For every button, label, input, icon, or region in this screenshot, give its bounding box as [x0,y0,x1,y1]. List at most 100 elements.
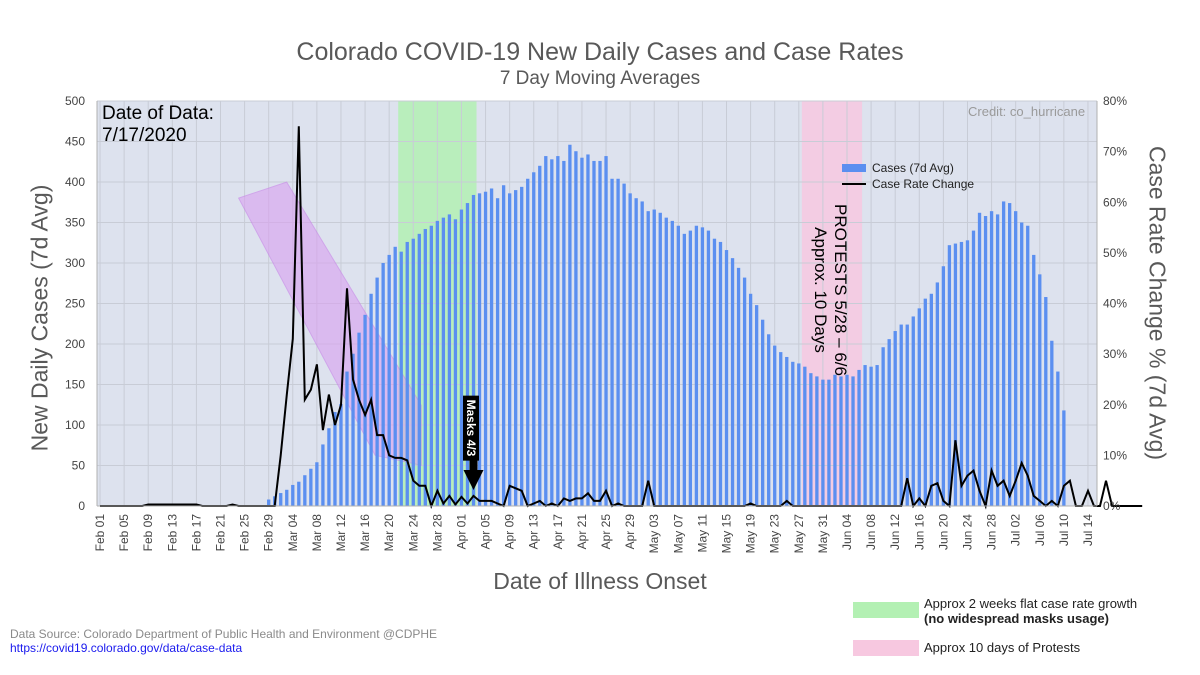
bar [833,374,837,506]
bar [387,254,391,506]
bar [929,293,933,506]
bar [598,160,602,506]
y-tick-right: 50% [1103,246,1127,260]
x-tick: Jul 06 [1033,514,1047,546]
bar [574,151,578,506]
bar [1014,211,1018,506]
bar [459,209,464,507]
x-tick: Apr 01 [454,514,468,550]
bar [893,331,897,506]
x-tick: Apr 05 [479,514,493,550]
x-tick: Mar 20 [382,514,396,552]
legend-swatch-line [842,183,866,185]
bar [953,243,958,506]
bar [845,374,849,506]
bar [839,376,843,506]
bar [797,363,801,506]
bar [983,216,988,506]
bar [303,475,307,506]
bar [568,144,572,507]
bar [279,493,283,506]
date-of-data-label: Date of Data: [102,103,214,124]
y-tick-left: 400 [65,175,85,189]
bar [730,258,735,506]
x-tick: Feb 05 [117,514,131,552]
bar [453,219,458,506]
legend-swatch-flat-growth [853,602,919,618]
x-tick: Apr 21 [575,514,589,550]
bar [495,198,500,506]
masks-arrow-head [463,470,484,490]
x-tick: Mar 12 [334,514,348,552]
y-tick-right: 40% [1103,297,1127,311]
bar [483,191,488,506]
bar [604,156,608,506]
bar [947,245,952,506]
y-tick-right: 30% [1103,347,1127,361]
y-axis-label-right: Case Rate Change % (7d Avg) [1144,145,1171,461]
bar [700,227,705,507]
bar [676,225,680,507]
masks-annotation: Masks 4/3 [463,395,479,461]
bar [857,369,861,506]
legend-swatch-bar [842,164,866,172]
legend-item-rate: Case Rate Change [842,176,974,192]
source-link[interactable]: https://covid19.colorado.gov/data/case-d… [10,641,243,655]
x-axis-label: Date of Illness Onset [493,568,707,594]
bar [447,214,452,506]
legend-item-cases: Cases (7d Avg) [842,160,974,176]
bar [327,428,331,506]
bar [1044,297,1048,506]
x-tick: Feb 29 [262,514,276,552]
bar [1050,340,1054,506]
bar [761,319,765,506]
bar [875,365,879,506]
bar [851,376,855,506]
x-axis-ticks: Feb 01 Feb 05 Feb 09 Feb 13 Feb 17 Feb 21 Feb … [93,514,1095,554]
bar [989,211,994,506]
y-tick-left: 500 [65,94,85,108]
x-tick: Feb 17 [189,514,203,552]
bar [977,212,982,506]
bar [550,159,554,506]
bar [363,314,367,506]
bar [803,366,807,506]
bar [562,160,566,506]
bar [941,266,946,506]
bar [1007,203,1012,506]
legend-swatch-protests [853,640,919,656]
bar [544,156,548,506]
x-tick: Feb 21 [213,514,227,552]
x-tick: May 19 [744,514,758,554]
bar [405,241,409,506]
bar [489,188,494,507]
bar [315,462,319,506]
bar [1001,201,1006,506]
x-tick: Jun 08 [864,514,878,550]
bar [694,225,699,507]
legend-note-flat-growth: Approx 2 weeks flat case rate growth (no… [924,596,1138,626]
x-tick: May 07 [671,514,685,554]
bar [821,379,825,506]
bar [1020,222,1024,506]
bar [809,373,813,506]
x-tick: Apr 09 [503,514,517,550]
x-tick: Jun 04 [840,514,854,550]
y-tick-right: 10% [1103,448,1127,462]
right-axis-ticks: 0% 10% 20% 30% 40% 50% 60% 70% 80% [1103,94,1127,513]
axes [96,101,1098,507]
bar [670,220,674,506]
y-tick-right: 0% [1103,499,1121,513]
left-axis-ticks: 0 50 100 150 200 250 300 350 400 450 500 [65,94,85,513]
bar [285,489,289,506]
bar [1038,274,1042,506]
credit-text: Credit: co_hurricane [968,104,1086,119]
bar [501,185,506,507]
y-tick-left: 150 [65,378,85,392]
bar [754,305,759,506]
bar [532,172,536,506]
bar [309,468,313,506]
bar [682,233,687,506]
x-tick: Mar 04 [286,514,300,552]
